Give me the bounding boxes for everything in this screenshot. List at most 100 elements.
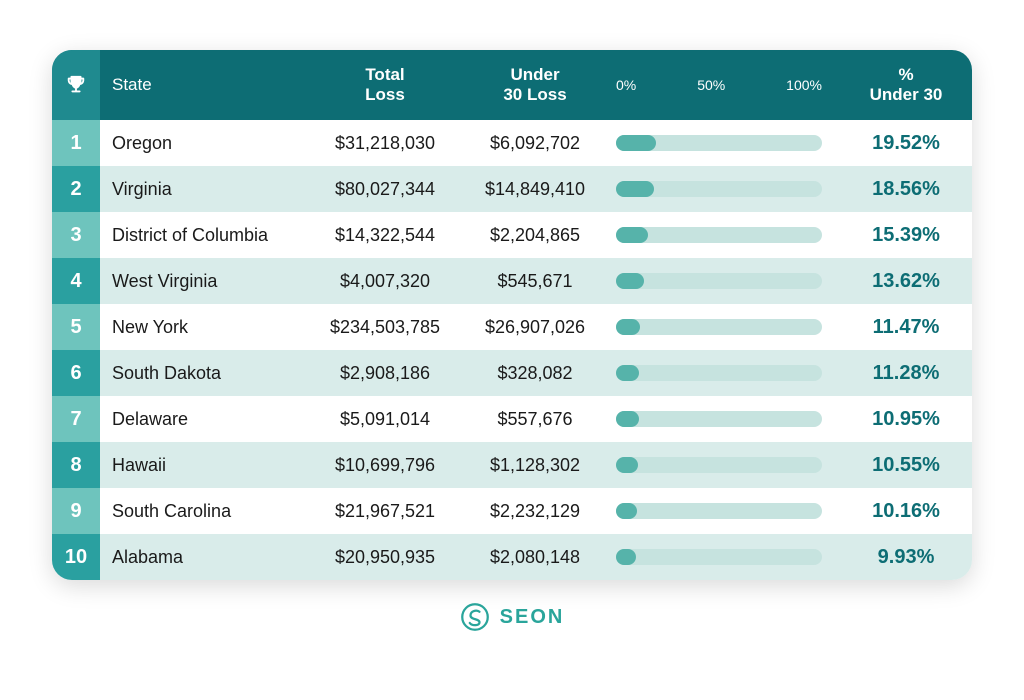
bar-fill [616, 549, 636, 565]
pct-under-30-cell: 13.62% [840, 270, 972, 293]
bar-cell [610, 273, 840, 289]
bar-track [616, 319, 822, 335]
pct-under-30-cell: 11.47% [840, 316, 972, 339]
bar-fill [616, 273, 644, 289]
bar-fill [616, 227, 648, 243]
header-axis: 0% 50% 100% [610, 77, 840, 93]
state-cell: South Carolina [100, 501, 310, 522]
bar-fill [616, 135, 656, 151]
pct-under-30-cell: 11.28% [840, 362, 972, 385]
rank-cell: 9 [52, 488, 100, 534]
bar-fill [616, 503, 637, 519]
header-state: State [100, 75, 310, 95]
state-cell: District of Columbia [100, 225, 310, 246]
table-header: State Total Loss Under 30 Loss 0% 50% 10… [52, 50, 972, 120]
bar-track [616, 227, 822, 243]
header-pct-under-30: % Under 30 [840, 65, 972, 106]
bar-cell [610, 227, 840, 243]
total-loss-cell: $4,007,320 [310, 271, 460, 292]
brand-logo: SEON [460, 602, 565, 632]
data-table-card: State Total Loss Under 30 Loss 0% 50% 10… [52, 50, 972, 580]
state-cell: Oregon [100, 133, 310, 154]
bar-track [616, 273, 822, 289]
under-30-loss-cell: $1,128,302 [460, 455, 610, 476]
table-row: 5New York$234,503,785$26,907,026 11.47% [52, 304, 972, 350]
bar-cell [610, 319, 840, 335]
bar-cell [610, 135, 840, 151]
bar-fill [616, 411, 639, 427]
bar-cell [610, 365, 840, 381]
total-loss-cell: $2,908,186 [310, 363, 460, 384]
bar-cell [610, 457, 840, 473]
table-row: 1Oregon$31,218,030$6,092,702 19.52% [52, 120, 972, 166]
bar-fill [616, 365, 639, 381]
under-30-loss-cell: $14,849,410 [460, 179, 610, 200]
under-30-loss-cell: $545,671 [460, 271, 610, 292]
total-loss-cell: $234,503,785 [310, 317, 460, 338]
bar-track [616, 503, 822, 519]
table-row: 6South Dakota$2,908,186$328,082 11.28% [52, 350, 972, 396]
rank-cell: 1 [52, 120, 100, 166]
bar-fill [616, 319, 640, 335]
axis-100: 100% [786, 77, 822, 93]
under-30-loss-cell: $26,907,026 [460, 317, 610, 338]
rank-cell: 4 [52, 258, 100, 304]
under-30-loss-cell: $2,204,865 [460, 225, 610, 246]
under-30-loss-cell: $557,676 [460, 409, 610, 430]
pct-under-30-cell: 18.56% [840, 178, 972, 201]
bar-fill [616, 181, 654, 197]
table-body: 1Oregon$31,218,030$6,092,702 19.52% 2Virgi… [52, 120, 972, 580]
total-loss-cell: $80,027,344 [310, 179, 460, 200]
rank-cell: 6 [52, 350, 100, 396]
total-loss-cell: $5,091,014 [310, 409, 460, 430]
total-loss-cell: $21,967,521 [310, 501, 460, 522]
rank-cell: 5 [52, 304, 100, 350]
bar-fill [616, 457, 638, 473]
under-30-loss-cell: $328,082 [460, 363, 610, 384]
axis-50: 50% [697, 77, 725, 93]
table-row: 7Delaware$5,091,014$557,676 10.95% [52, 396, 972, 442]
rank-cell: 2 [52, 166, 100, 212]
under-30-loss-cell: $2,232,129 [460, 501, 610, 522]
rank-cell: 8 [52, 442, 100, 488]
state-cell: Virginia [100, 179, 310, 200]
rank-cell: 3 [52, 212, 100, 258]
bar-track [616, 181, 822, 197]
table-row: 4West Virginia$4,007,320$545,671 13.62% [52, 258, 972, 304]
bar-cell [610, 411, 840, 427]
header-under-30-loss: Under 30 Loss [460, 65, 610, 106]
axis-0: 0% [616, 77, 636, 93]
under-30-loss-cell: $6,092,702 [460, 133, 610, 154]
bar-cell [610, 181, 840, 197]
bar-track [616, 411, 822, 427]
header-total-loss: Total Loss [310, 65, 460, 106]
rank-cell: 7 [52, 396, 100, 442]
total-loss-cell: $10,699,796 [310, 455, 460, 476]
bar-track [616, 457, 822, 473]
state-cell: West Virginia [100, 271, 310, 292]
seon-logo-text: SEON [500, 606, 565, 629]
rank-cell: 10 [52, 534, 100, 580]
bar-track [616, 135, 822, 151]
total-loss-cell: $14,322,544 [310, 225, 460, 246]
trophy-icon [65, 74, 87, 96]
total-loss-cell: $20,950,935 [310, 547, 460, 568]
state-cell: New York [100, 317, 310, 338]
pct-under-30-cell: 15.39% [840, 224, 972, 247]
table-row: 8Hawaii$10,699,796$1,128,30210.55% [52, 442, 972, 488]
state-cell: Hawaii [100, 455, 310, 476]
pct-under-30-cell: 10.95% [840, 408, 972, 431]
bar-cell [610, 503, 840, 519]
pct-under-30-cell: 9.93% [840, 546, 972, 569]
under-30-loss-cell: $2,080,148 [460, 547, 610, 568]
table-row: 9South Carolina$21,967,521$2,232,129 10.1… [52, 488, 972, 534]
table-row: 2Virginia$80,027,344$14,849,410 18.56% [52, 166, 972, 212]
table-row: 10Alabama$20,950,935$2,080,1489.93% [52, 534, 972, 580]
state-cell: Delaware [100, 409, 310, 430]
pct-under-30-cell: 19.52% [840, 132, 972, 155]
state-cell: South Dakota [100, 363, 310, 384]
pct-under-30-cell: 10.16% [840, 500, 972, 523]
bar-track [616, 549, 822, 565]
total-loss-cell: $31,218,030 [310, 133, 460, 154]
header-rank-cell [52, 50, 100, 120]
